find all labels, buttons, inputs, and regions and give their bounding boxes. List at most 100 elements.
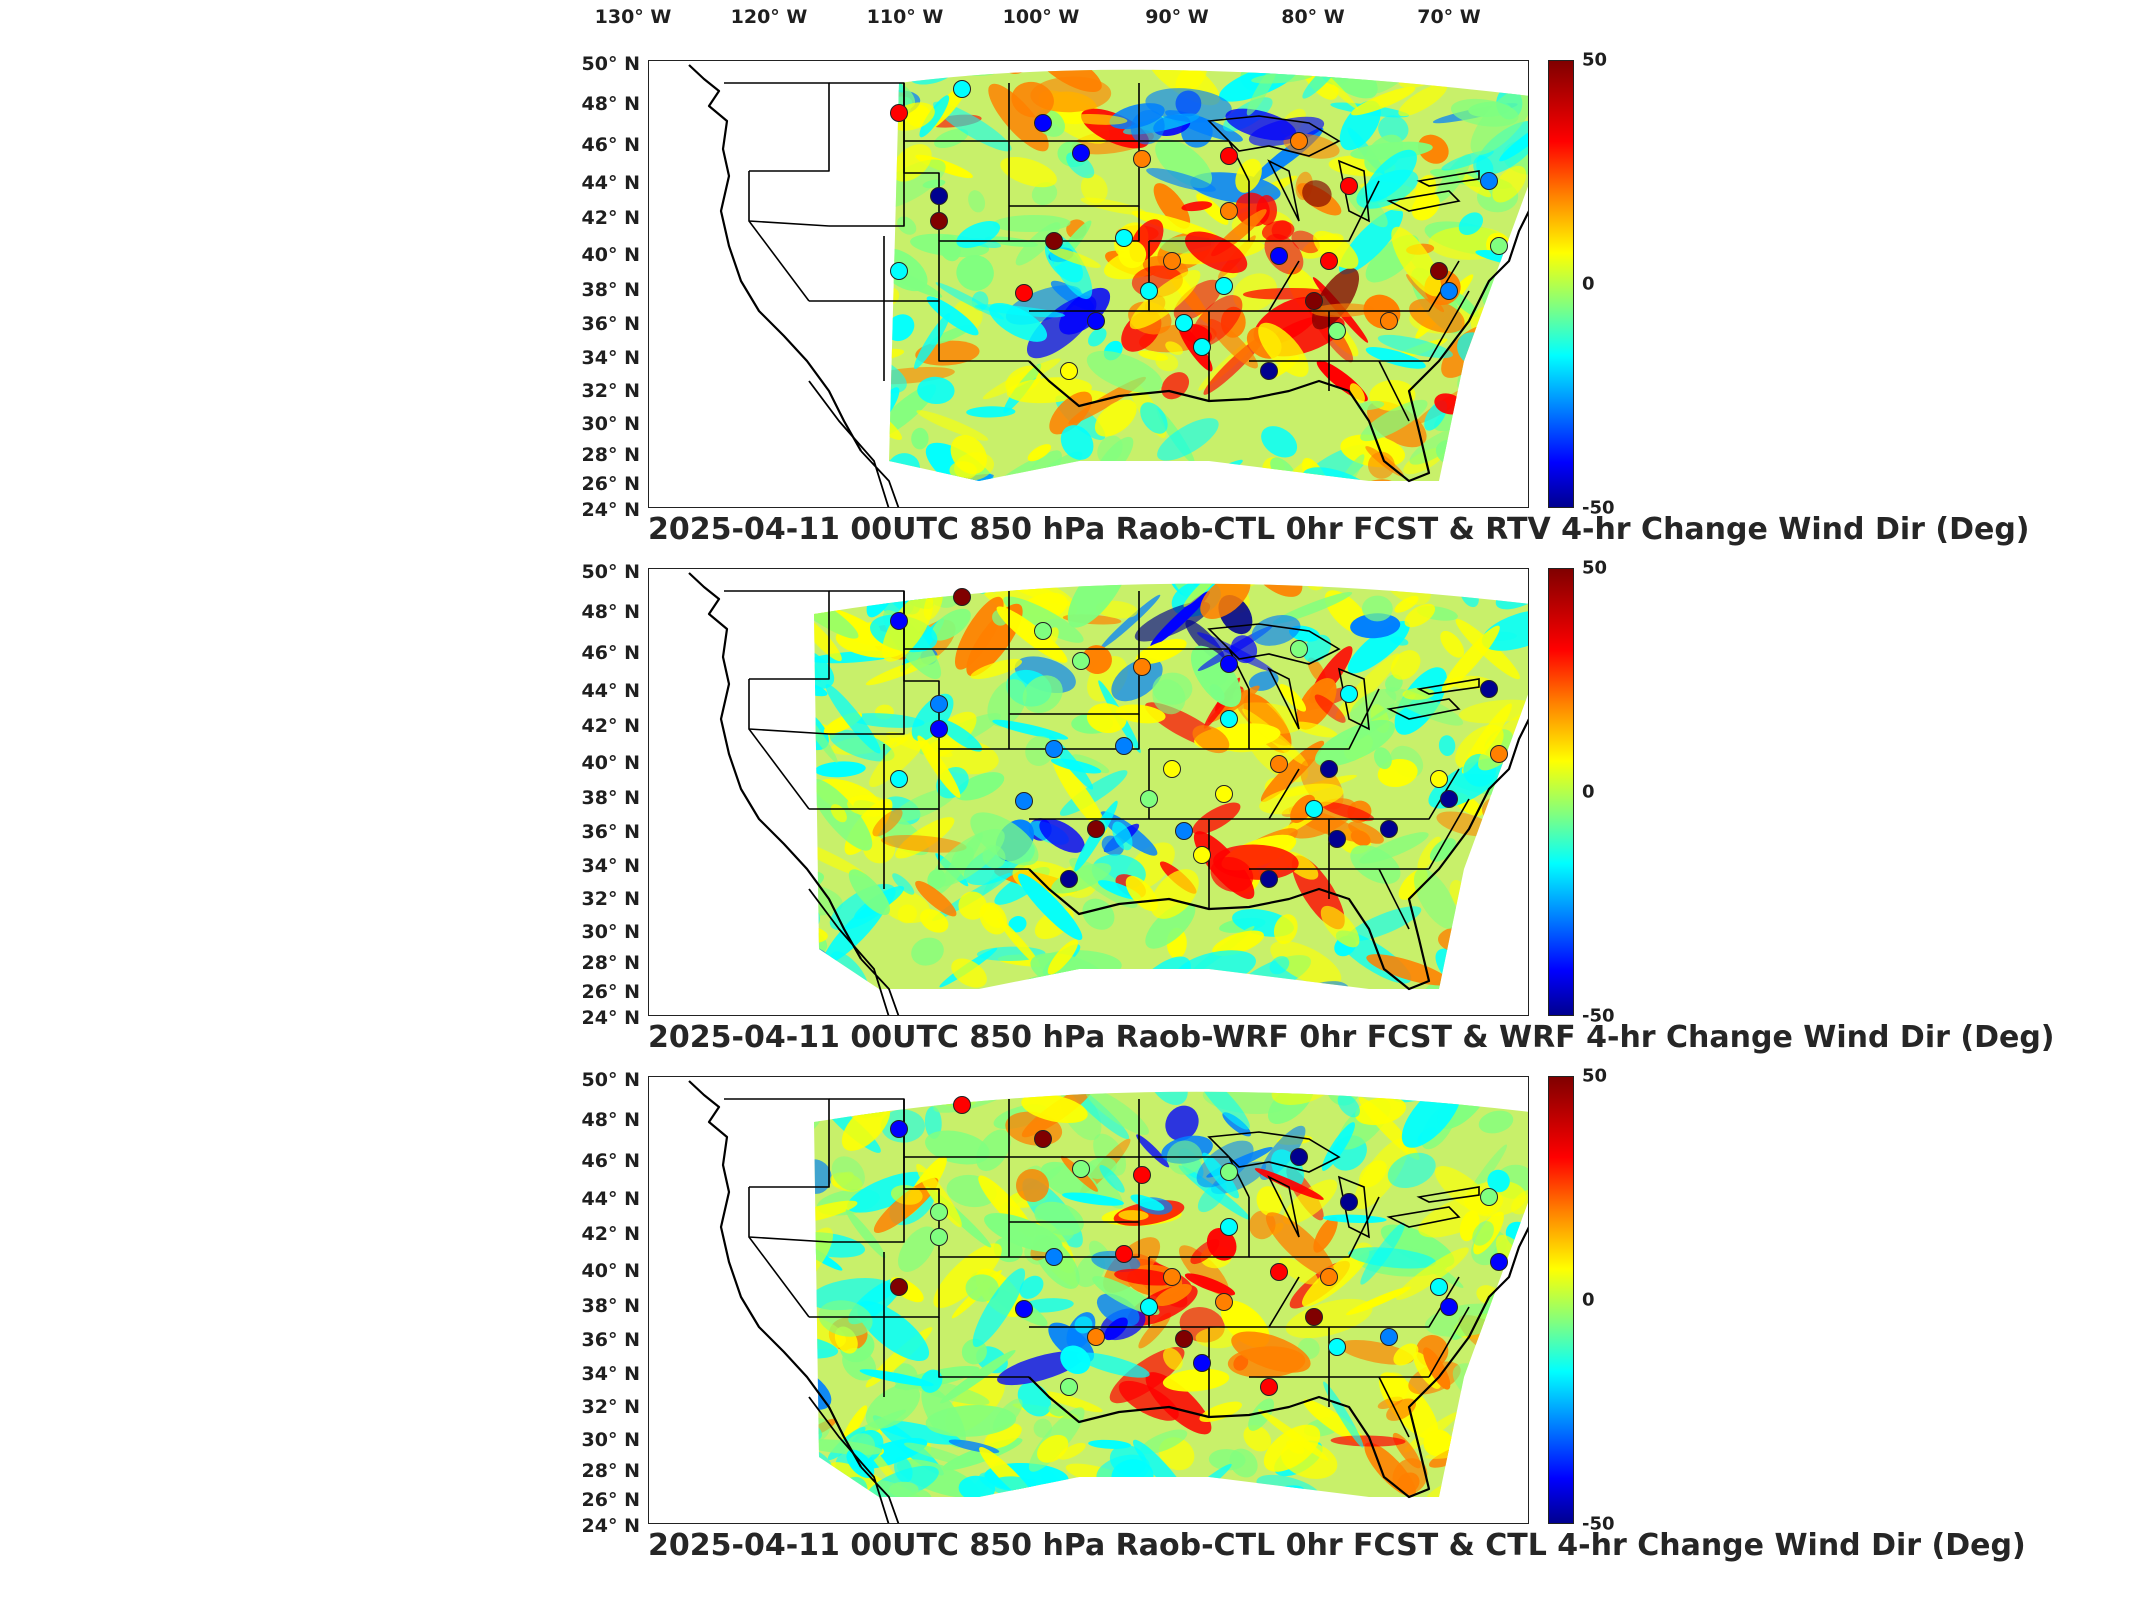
latitude-tick-label: 24° N [581, 1007, 640, 1029]
raob-station-marker [1270, 1263, 1288, 1281]
boundary-line [884, 1256, 1009, 1318]
latitude-tick-label: 48° N [581, 601, 640, 623]
raob-station-marker [930, 187, 948, 205]
boundary-line [903, 141, 940, 241]
panel-title: 2025-04-11 00UTC 850 hPa Raob-CTL 0hr FC… [648, 1528, 2026, 1563]
latitude-tick-label: 36° N [581, 821, 640, 843]
latitude-tick-label: 40° N [581, 752, 640, 774]
latitude-tick-label: 30° N [581, 921, 640, 943]
latitude-axis: 50° N 48° N 46° N 44° N 42° N 40° N 38° N 36° N… [560, 53, 646, 521]
latitude-axis: 50° N 48° N 46° N 44° N 42° N 40° N 38° N 36° N… [560, 561, 646, 1029]
latitude-tick-label: 44° N [581, 172, 640, 194]
boundary-line [1138, 83, 1250, 182]
boundary-line [724, 82, 830, 172]
raob-station-marker [1328, 322, 1346, 340]
boundary-line [829, 82, 905, 227]
raob-station-marker [1290, 640, 1308, 658]
raob-station-marker [1087, 312, 1105, 330]
panel-title: 2025-04-11 00UTC 850 hPa Raob-CTL 0hr FC… [648, 512, 2030, 547]
raob-station-marker [1320, 252, 1338, 270]
boundary-line [903, 1157, 940, 1257]
raob-station-marker [1193, 338, 1211, 356]
raob-station-marker [1115, 737, 1133, 755]
latitude-tick-label: 34° N [581, 347, 640, 369]
raob-station-marker [1133, 150, 1151, 168]
colorbar-tick-max: 50 [1582, 49, 1608, 71]
boundary-line [938, 1317, 1029, 1378]
raob-station-marker [1220, 1163, 1238, 1181]
raob-station-marker [1115, 1245, 1133, 1263]
longitude-tick-label: 110° W [866, 6, 944, 28]
latitude-tick-label: 30° N [581, 413, 640, 435]
map-frame [648, 568, 1529, 1016]
raob-station-marker [1140, 282, 1158, 300]
boundary-line [808, 888, 900, 1015]
boundary-line [1269, 260, 1460, 312]
raob-station-marker [1340, 1193, 1358, 1211]
boundary-line [688, 572, 862, 960]
raob-station-marker [890, 1278, 908, 1296]
raob-station-marker [1430, 1278, 1448, 1296]
boundary-line [938, 809, 1029, 870]
map-panel: 50° N 48° N 46° N 44° N 42° N 40° N 38° N 36° N… [0, 1066, 2133, 1596]
raob-station-marker [890, 262, 908, 280]
raob-station-marker [1060, 870, 1078, 888]
raob-station-marker [1220, 655, 1238, 673]
raob-station-marker [1340, 685, 1358, 703]
raob-station-marker [1045, 1248, 1063, 1266]
raob-station-marker [1060, 1378, 1078, 1396]
raob-station-marker [1140, 790, 1158, 808]
raob-station-marker [1193, 1354, 1211, 1372]
latitude-tick-label: 48° N [581, 93, 640, 115]
map-frame [648, 60, 1529, 508]
colorbar-tick-max: 50 [1582, 557, 1608, 579]
raob-station-marker [1133, 658, 1151, 676]
raob-station-marker [1305, 1308, 1323, 1326]
raob-station-marker [890, 612, 908, 630]
map-panel: 50° N 48° N 46° N 44° N 42° N 40° N 38° N 36° N… [0, 558, 2133, 1088]
colorbar-tick-max: 50 [1582, 1065, 1608, 1087]
raob-station-marker [1270, 247, 1288, 265]
raob-station-marker [1328, 830, 1346, 848]
colorbar-tick-mid: 0 [1582, 1289, 1595, 1311]
raob-station-marker [930, 1228, 948, 1246]
raob-station-marker [1305, 800, 1323, 818]
boundary-line [809, 236, 885, 302]
raob-station-marker [930, 695, 948, 713]
great-lakes-outline [1207, 1131, 1480, 1239]
raob-station-marker [890, 104, 908, 122]
latitude-axis: 50° N 48° N 46° N 44° N 42° N 40° N 38° N 36° N… [560, 1069, 646, 1537]
longitude-tick-label: 130° W [594, 6, 672, 28]
latitude-tick-label: 30° N [581, 1429, 640, 1451]
boundary-line [1269, 768, 1460, 820]
boundary-line [688, 64, 862, 452]
latitude-tick-label: 48° N [581, 1109, 640, 1131]
latitude-tick-label: 40° N [581, 1260, 640, 1282]
raob-station-marker [890, 1120, 908, 1138]
raob-station-marker [1215, 277, 1233, 295]
raob-station-marker [1320, 1268, 1338, 1286]
latitude-tick-label: 42° N [581, 715, 640, 737]
boundary-line [748, 1236, 810, 1318]
raob-station-marker [1087, 1328, 1105, 1346]
raob-station-marker [1260, 1378, 1278, 1396]
longitude-axis: 130° W 120° W 110° W 100° W 90° W 80° W 70° W [0, 0, 2133, 50]
latitude-tick-label: 26° N [581, 981, 640, 1003]
latitude-tick-label: 38° N [581, 787, 640, 809]
raob-station-marker [1015, 284, 1033, 302]
raob-station-marker [1490, 237, 1508, 255]
raob-station-marker [1260, 870, 1278, 888]
boundary-line [1378, 360, 1410, 422]
raob-station-marker [1490, 1253, 1508, 1271]
raob-station-marker [1034, 1130, 1052, 1148]
boundary-line [1008, 83, 1139, 142]
latitude-tick-label: 46° N [581, 134, 640, 156]
wind-direction-change-field [889, 69, 1528, 482]
raob-station-marker [1220, 1218, 1238, 1236]
longitude-tick-label: 90° W [1145, 6, 1209, 28]
raob-station-marker [1072, 144, 1090, 162]
latitude-tick-label: 38° N [581, 1295, 640, 1317]
boundary-line [1249, 1196, 1380, 1258]
raob-station-marker [930, 1203, 948, 1221]
latitude-tick-label: 36° N [581, 313, 640, 335]
